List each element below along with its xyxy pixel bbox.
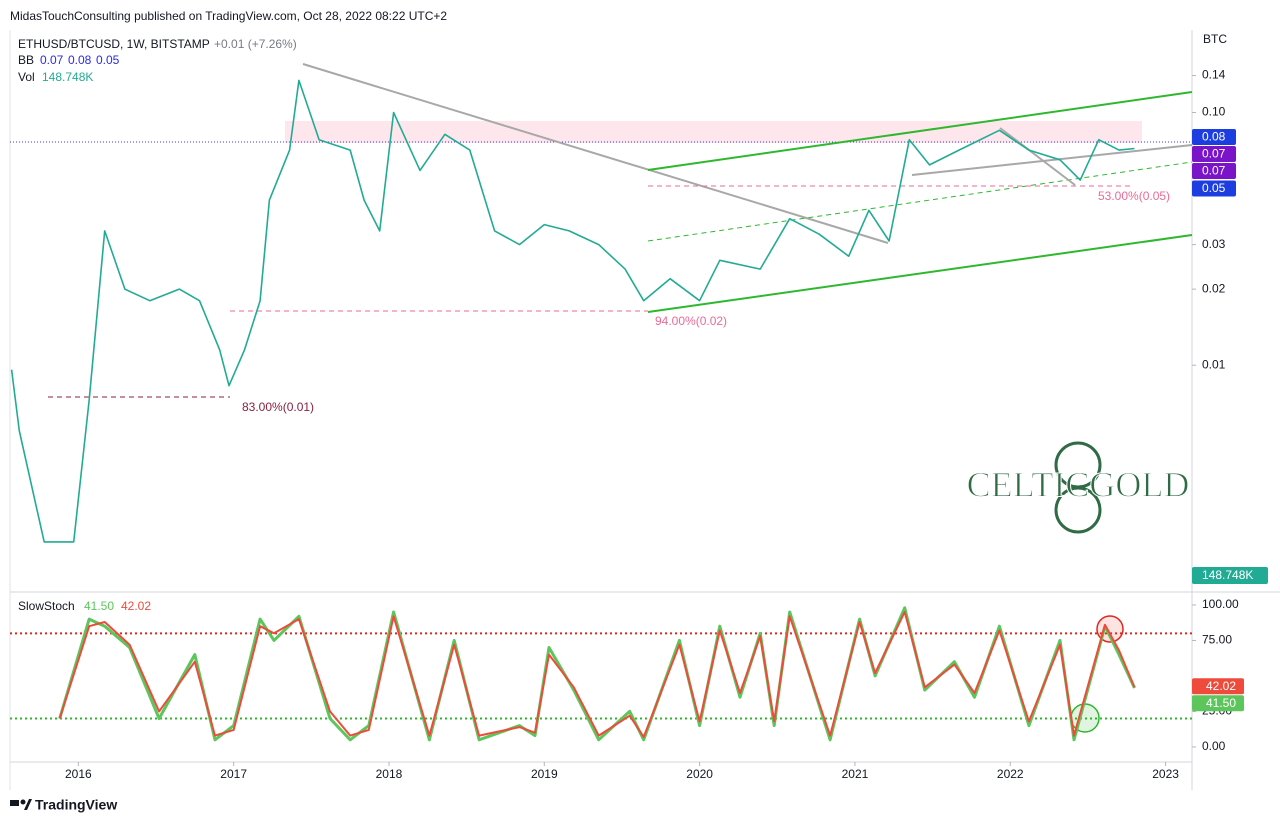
vol-tag <box>1192 567 1268 584</box>
bb-label: BB <box>18 53 34 67</box>
price-tag-label: 0.05 <box>1202 181 1226 195</box>
x-tick-label: 2017 <box>220 767 247 781</box>
bb-value: 0.05 <box>96 53 120 67</box>
fib-label: 83.00%(0.01) <box>242 400 314 414</box>
y-tick-label: 0.01 <box>1202 357 1226 371</box>
y-tick-label: 75.00 <box>1202 633 1232 647</box>
legend-value: 42.02 <box>121 599 151 613</box>
channel-top <box>647 91 1193 171</box>
channel-bottom <box>647 234 1193 313</box>
legend-value: 41.50 <box>84 599 114 613</box>
value-tag <box>1192 695 1244 712</box>
value-tag-label: 42.02 <box>1206 679 1236 693</box>
vol-value: 148.748K <box>42 70 93 84</box>
bb-value: 0.08 <box>68 53 92 67</box>
fib-label: 53.00%(0.05) <box>1098 189 1170 203</box>
tv-logo <box>10 799 32 810</box>
publisher: MidasTouchConsulting published on Tradin… <box>10 9 447 23</box>
y-tick-label: 0.00 <box>1202 739 1226 753</box>
x-tick-label: 2020 <box>686 767 713 781</box>
logo: CELTICGOLD <box>966 441 1190 534</box>
series-line <box>58 606 1136 742</box>
price-tag <box>1192 128 1236 145</box>
vol-tag-label: 148.748K <box>1202 568 1253 582</box>
vol-label: Vol <box>18 70 35 84</box>
price-tag <box>1192 145 1236 162</box>
y-tick-label: 0.14 <box>1202 68 1226 82</box>
value-tag-label: 41.50 <box>1206 696 1236 710</box>
channel-mid <box>647 161 1193 242</box>
value-tag <box>1192 678 1244 695</box>
price-line <box>10 79 1135 543</box>
trend-line <box>911 144 1193 176</box>
price-tag-label: 0.07 <box>1202 147 1226 161</box>
series-line <box>58 611 1136 738</box>
price-tag <box>1192 180 1236 197</box>
watermark: CELTICGOLD <box>967 464 1190 504</box>
price-tag <box>1192 162 1236 179</box>
stoch-label: SlowStoch <box>18 599 75 613</box>
y-tick-label: 100.00 <box>1202 597 1239 611</box>
change: +0.01 (+7.26%) <box>214 37 297 51</box>
x-tick-label: 2021 <box>842 767 869 781</box>
price-tag-label: 0.07 <box>1202 164 1226 178</box>
x-tick-label: 2023 <box>1152 767 1179 781</box>
axis-unit: BTC <box>1203 32 1227 46</box>
x-tick-label: 2016 <box>65 767 92 781</box>
y-tick-label: 0.10 <box>1202 105 1226 119</box>
price-tag-label: 0.08 <box>1202 130 1226 144</box>
bb-value: 0.07 <box>40 53 64 67</box>
footer: TradingView <box>35 797 117 813</box>
x-tick-label: 2018 <box>376 767 403 781</box>
fib-label: 94.00%(0.02) <box>655 314 727 328</box>
trend-line <box>302 63 889 244</box>
x-tick-label: 2019 <box>531 767 558 781</box>
trend-line <box>999 127 1076 186</box>
x-tick-label: 2022 <box>997 767 1024 781</box>
y-tick-label: 0.02 <box>1202 281 1226 295</box>
y-tick-label: 0.03 <box>1202 237 1226 251</box>
symbol: ETHUSD/BTCUSD, 1W, BITSTAMP <box>18 37 210 51</box>
zone <box>285 121 1142 143</box>
